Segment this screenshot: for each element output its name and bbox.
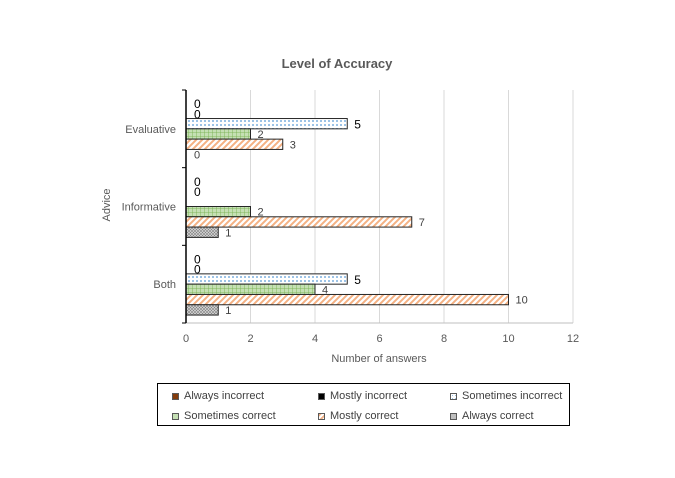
data-label: 1 <box>225 227 231 239</box>
data-label: 10 <box>516 295 528 307</box>
bar <box>185 206 251 218</box>
legend-label: Mostly correct <box>330 410 399 422</box>
legend-item: Mostly incorrect <box>318 386 450 406</box>
bar <box>185 304 219 316</box>
legend-swatch <box>172 392 179 400</box>
legend-label: Always incorrect <box>184 390 265 402</box>
legend-item: Always incorrect <box>172 386 318 406</box>
bar <box>185 293 509 306</box>
legend-swatch <box>172 412 179 420</box>
x-tick-label: 10 <box>502 333 514 345</box>
chart-title: Level of Accuracy <box>282 56 394 71</box>
legend-item: Mostly correct <box>318 406 450 426</box>
x-tick-label: 0 <box>183 333 189 345</box>
x-axis-title: Number of answers <box>331 353 427 365</box>
x-tick-label: 12 <box>567 333 579 345</box>
bar <box>185 128 251 140</box>
legend-item: Sometimes incorrect <box>450 386 583 406</box>
x-tick-label: 6 <box>376 333 382 345</box>
category-label: Evaluative <box>125 124 176 136</box>
x-tick-label: 2 <box>247 333 253 345</box>
data-label: 0 <box>194 185 201 199</box>
data-label: 0 <box>194 107 201 121</box>
x-tick-label: 8 <box>441 333 447 345</box>
bar <box>185 283 316 295</box>
legend: Always incorrect Mostly incorrect Sometime… <box>157 383 570 426</box>
data-label: 7 <box>419 217 425 229</box>
legend-swatch <box>318 392 325 400</box>
data-label: 5 <box>354 273 361 287</box>
bar <box>185 226 219 238</box>
data-label: 0 <box>194 252 201 266</box>
legend-label: Always correct <box>462 410 534 422</box>
legend-label: Mostly incorrect <box>330 390 408 402</box>
data-label: 1 <box>225 305 231 317</box>
legend-swatch <box>450 412 457 420</box>
data-label: 0 <box>194 97 201 111</box>
data-label: 4 <box>322 284 328 296</box>
data-label: 2 <box>258 129 264 141</box>
legend-item: Always correct <box>450 406 583 426</box>
category-label: Informative <box>122 202 176 214</box>
data-label: 0 <box>194 150 200 162</box>
category-label: Both <box>153 279 176 291</box>
legend-swatch <box>450 392 457 400</box>
bar <box>185 138 284 150</box>
x-tick-label: 4 <box>312 333 318 345</box>
data-label: 0 <box>194 263 201 277</box>
data-label: 2 <box>258 207 264 219</box>
legend-item: Sometimes correct <box>172 406 318 426</box>
bar <box>185 273 348 285</box>
bar <box>185 216 413 228</box>
legend-label: Sometimes correct <box>184 410 276 422</box>
bar <box>185 118 348 130</box>
legend-label: Sometimes incorrect <box>462 390 563 402</box>
data-label: 3 <box>290 139 296 151</box>
y-axis-title: Advice <box>101 188 113 221</box>
data-label: 5 <box>354 118 361 132</box>
bars <box>185 118 509 316</box>
legend-swatch <box>318 412 325 420</box>
data-label: 0 <box>194 175 201 189</box>
